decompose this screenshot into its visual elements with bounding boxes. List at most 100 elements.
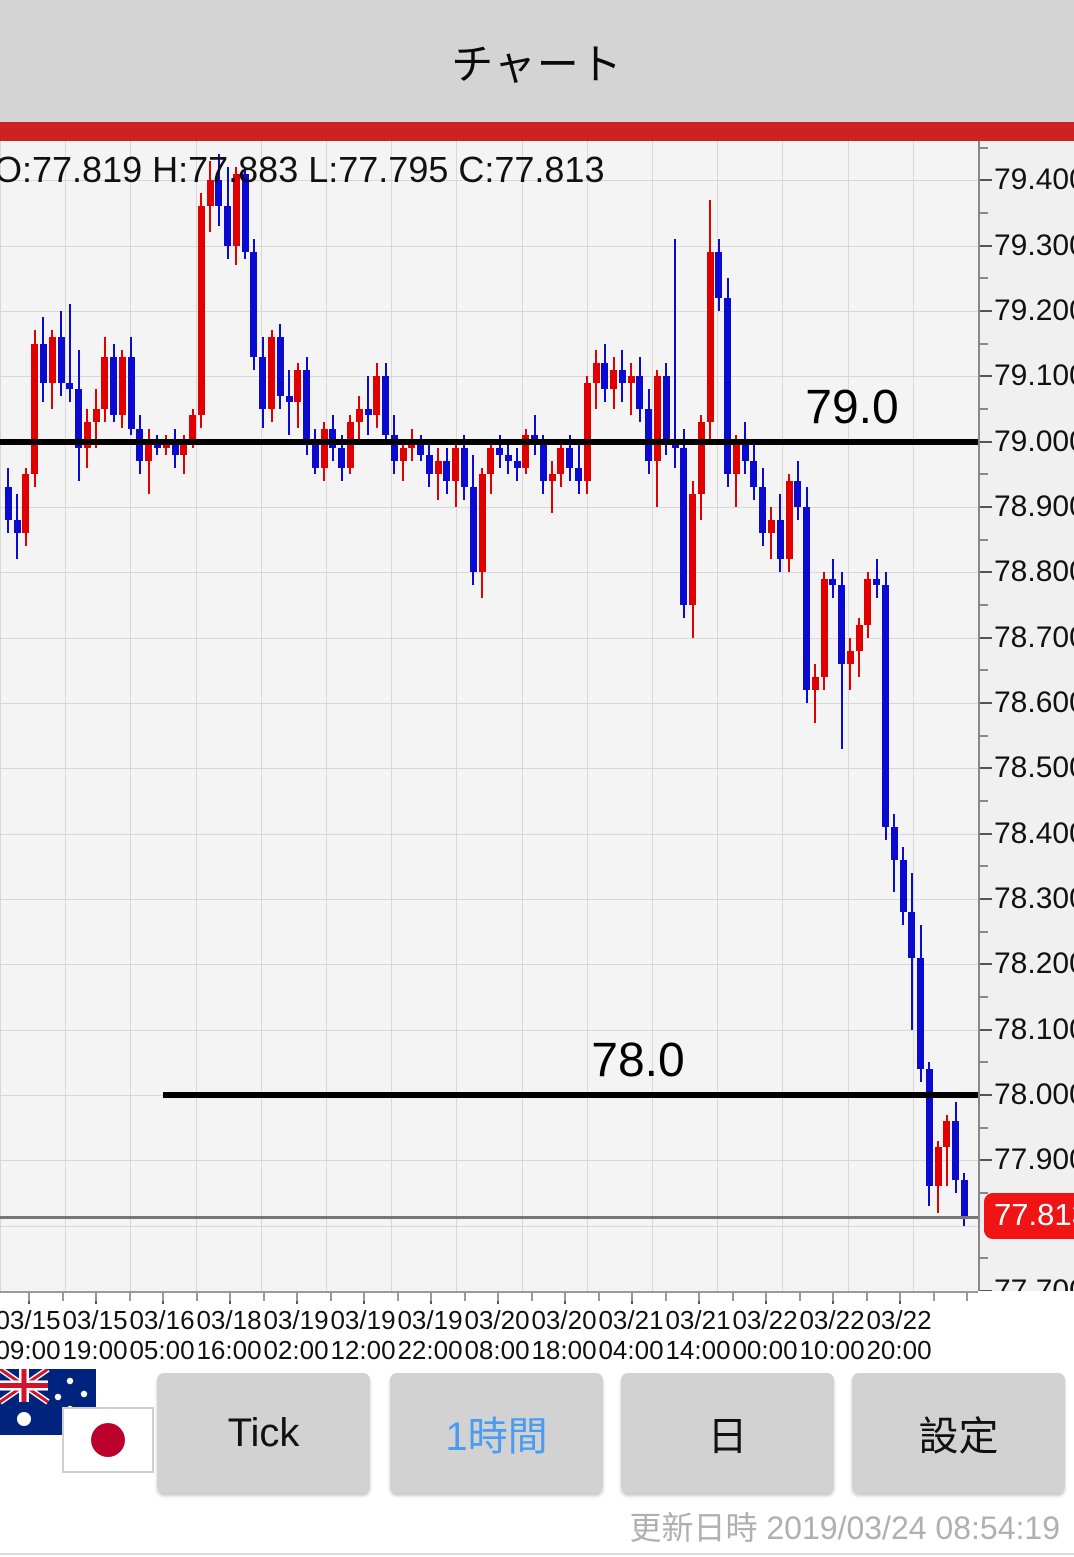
candle-body (557, 448, 564, 475)
timeframe-button-1hour[interactable]: 1時間 (390, 1373, 603, 1493)
horizontal-gridline (0, 245, 978, 247)
candle-body (58, 337, 65, 383)
candle-wick (814, 663, 816, 723)
price-tick-mark (980, 897, 992, 900)
price-minor-tick-mark (980, 669, 988, 672)
price-minor-tick-mark (980, 799, 988, 802)
candle-body (31, 343, 38, 475)
candle-body (821, 578, 828, 677)
price-tick-label: 77.900 (994, 1143, 1074, 1177)
candle-body (487, 448, 494, 475)
title-bar: チャート (0, 0, 1074, 122)
price-reference-line[interactable] (0, 438, 978, 445)
vertical-gridline (326, 141, 327, 1291)
time-minor-tick-mark (28, 1293, 30, 1301)
candle-body (163, 441, 170, 449)
time-minor-tick-mark (263, 1293, 265, 1301)
horizontal-gridline (0, 637, 978, 639)
price-tick-mark (980, 244, 992, 247)
horizontal-gridline (0, 964, 978, 966)
timeframe-button-day[interactable]: 日 (621, 1373, 834, 1493)
horizontal-gridline (0, 180, 978, 182)
current-price-badge: 77.813 (984, 1193, 1074, 1240)
candle-body (908, 912, 915, 958)
chart-area[interactable]: O:77.819 H:77.883 L:77.795 C:77.813 79.0… (0, 141, 1074, 1307)
price-tick-label: 78.400 (994, 816, 1074, 850)
candle-body (479, 474, 486, 573)
vertical-gridline (782, 141, 783, 1291)
candle-body (698, 421, 705, 494)
price-reference-label: 79.0 (805, 380, 899, 434)
time-minor-tick-mark (296, 1293, 298, 1301)
candle-body (750, 461, 757, 488)
timeframe-button-tick[interactable]: Tick (157, 1373, 370, 1493)
price-tick-mark (980, 701, 992, 704)
page-title: チャート (451, 40, 623, 88)
candle-body (312, 441, 319, 468)
price-tick-label: 79.200 (994, 293, 1074, 327)
price-minor-tick-mark (980, 211, 988, 214)
price-tick-label: 78.500 (994, 751, 1074, 785)
price-tick-mark (980, 832, 992, 835)
horizontal-gridline (0, 1160, 978, 1162)
time-axis-rule (0, 1291, 978, 1293)
time-tick-label: 03/18 16:00 (196, 1305, 262, 1365)
candle-body (268, 337, 275, 409)
candle-body (250, 252, 257, 357)
candle-wick (551, 461, 553, 514)
candle-body (224, 206, 231, 246)
candle-body (549, 474, 556, 481)
time-tick-label: 03/19 02:00 (263, 1305, 329, 1365)
candlestick-plot[interactable]: O:77.819 H:77.883 L:77.795 C:77.813 79.0… (0, 141, 978, 1291)
horizontal-gridline (0, 768, 978, 770)
time-tick-label: 03/19 12:00 (330, 1305, 396, 1365)
candle-body (891, 827, 898, 860)
price-minor-tick-mark (980, 734, 988, 737)
vertical-gridline (196, 141, 197, 1291)
candle-body (215, 180, 222, 207)
candle-body (329, 428, 336, 449)
candle-body (943, 1121, 950, 1148)
price-tick-mark (980, 767, 992, 770)
candle-body (347, 421, 354, 468)
last-updated-text: 更新日時 2019/03/24 08:54:19 (629, 1510, 1060, 1546)
current-price-line (0, 1216, 978, 1220)
candle-body (593, 363, 600, 383)
settings-button[interactable]: 設定 (852, 1373, 1065, 1493)
candle-body (435, 461, 442, 475)
time-minor-tick-mark (95, 1293, 97, 1301)
price-minor-tick-mark (980, 1061, 988, 1064)
candle-body (172, 441, 179, 455)
candle-body (303, 369, 310, 442)
accent-bar (0, 122, 1074, 141)
candle-body (443, 461, 450, 481)
time-minor-tick-mark (531, 1293, 533, 1301)
price-tick-mark (980, 1028, 992, 1031)
vertical-gridline (652, 141, 653, 1291)
time-minor-tick-mark (497, 1293, 499, 1301)
vertical-gridline (913, 141, 914, 1291)
vertical-gridline (261, 141, 262, 1291)
candle-body (84, 421, 91, 449)
candle-body (198, 206, 205, 416)
price-minor-tick-mark (980, 865, 988, 868)
candle-body (584, 382, 591, 481)
candle-body (759, 487, 766, 534)
candle-wick (876, 559, 878, 599)
time-minor-tick-mark (933, 1293, 935, 1301)
time-minor-tick-mark (397, 1293, 399, 1301)
candle-body (961, 1179, 968, 1218)
candle-body (321, 428, 328, 468)
price-minor-tick-mark (980, 1257, 988, 1260)
currency-pair-flags[interactable] (0, 1369, 154, 1494)
vertical-gridline (456, 141, 457, 1291)
candle-body (619, 369, 626, 383)
candle-body (645, 408, 652, 462)
time-axis: 03/15 09:00 03/15 19:00 03/16 05:00 03/18 16:00… (0, 1291, 1074, 1365)
horizontal-gridline (0, 898, 978, 900)
candle-body (461, 448, 468, 488)
price-reference-line[interactable] (163, 1091, 978, 1098)
candle-body (768, 519, 775, 534)
time-tick-label: 03/16 05:00 (129, 1305, 195, 1365)
price-minor-tick-mark (980, 930, 988, 933)
